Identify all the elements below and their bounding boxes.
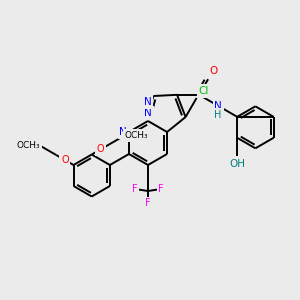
Text: OH: OH xyxy=(229,159,245,169)
Text: F: F xyxy=(145,198,151,208)
Text: O: O xyxy=(209,66,217,76)
Text: F: F xyxy=(132,184,138,194)
Text: N: N xyxy=(144,97,151,107)
Text: OCH₃: OCH₃ xyxy=(17,142,41,151)
Text: O: O xyxy=(97,145,104,154)
Text: N: N xyxy=(119,127,127,137)
Text: N: N xyxy=(214,101,222,111)
Text: H: H xyxy=(214,110,222,120)
Text: O: O xyxy=(61,155,69,165)
Text: N: N xyxy=(144,108,152,118)
Text: F: F xyxy=(158,184,164,194)
Text: Cl: Cl xyxy=(199,86,209,96)
Text: OCH₃: OCH₃ xyxy=(124,131,148,140)
